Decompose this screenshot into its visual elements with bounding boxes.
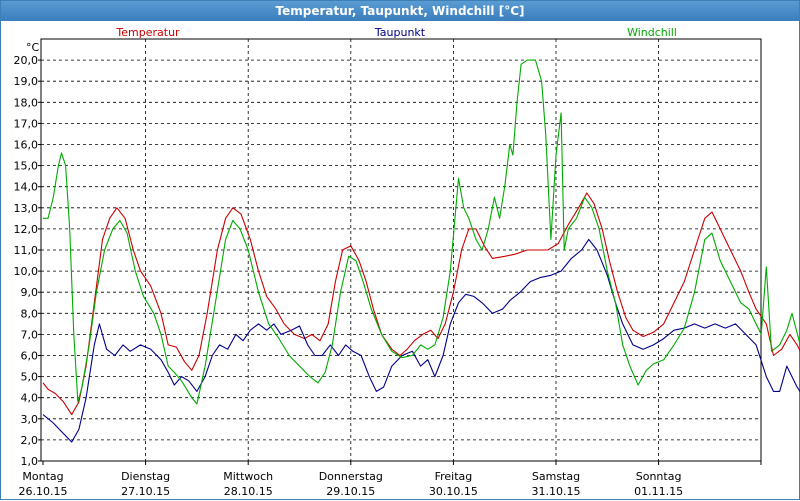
grid-lines [41, 39, 761, 461]
y-tick-label: 12,0 [14, 223, 39, 236]
x-tick-date-label: 29.10.15 [326, 485, 375, 498]
x-axis-ticks: Montag 26.10.15 Dienstag 27.10.15 Mittwoch 28… [19, 461, 762, 498]
y-tick-label: 7,0 [21, 328, 39, 341]
y-axis-ticks: 1,0 2,0 3,0 4,0 5,0 6,0 7,0 8,0 9,0 10,0 11,0 12,0 1… [14, 54, 41, 468]
y-tick-label: 1,0 [21, 455, 39, 468]
y-tick-label: 19,0 [14, 75, 39, 88]
legend: Temperatur Taupunkt Windchill [115, 26, 677, 39]
x-tick-date-label: 27.10.15 [121, 485, 170, 498]
x-tick-day-label: Dienstag [121, 470, 170, 483]
x-tick-day-label: Sonntag [636, 470, 682, 483]
legend-entry-windchill: Windchill [627, 26, 677, 39]
x-tick-day-label: Montag [22, 470, 63, 483]
y-tick-label: 15,0 [14, 160, 39, 173]
y-tick-label: 4,0 [21, 392, 39, 405]
y-tick-label: 5,0 [21, 371, 39, 384]
y-tick-label: 10,0 [14, 265, 39, 278]
x-tick-day-label: Donnerstag [319, 470, 383, 483]
legend-entry-taupunkt: Taupunkt [374, 26, 426, 39]
series-line-windchill [43, 59, 800, 405]
y-tick-label: 6,0 [21, 350, 39, 363]
x-tick-day-label: Freitag [435, 470, 473, 483]
y-axis-unit-label: °C [26, 41, 40, 54]
x-tick-date-label: 28.10.15 [224, 485, 273, 498]
legend-entry-temperatur: Temperatur [115, 26, 180, 39]
y-tick-label: 20,0 [14, 54, 39, 67]
series-line-taupunkt [42, 238, 800, 443]
x-tick-date-label: 26.10.15 [19, 485, 68, 498]
x-tick-day-label: Mittwoch [223, 470, 273, 483]
y-tick-label: 18,0 [14, 96, 39, 109]
x-tick-date-label: 31.10.15 [532, 485, 581, 498]
y-tick-label: 3,0 [21, 413, 39, 426]
y-tick-label: 13,0 [14, 202, 39, 215]
x-tick-date-label: 30.10.15 [429, 485, 478, 498]
y-tick-label: 16,0 [14, 139, 39, 152]
chart-title: Temperatur, Taupunkt, Windchill [°C] [1, 1, 799, 21]
series-line-temperatur [42, 192, 800, 416]
x-tick-date-label: 01.11.15 [634, 485, 683, 498]
y-tick-label: 8,0 [21, 307, 39, 320]
y-tick-label: 2,0 [21, 434, 39, 447]
y-tick-label: 14,0 [14, 181, 39, 194]
y-tick-label: 17,0 [14, 117, 39, 130]
y-tick-label: 9,0 [21, 286, 39, 299]
x-tick-day-label: Samstag [532, 470, 580, 483]
y-tick-label: 11,0 [14, 244, 39, 257]
series-lines [42, 59, 800, 443]
